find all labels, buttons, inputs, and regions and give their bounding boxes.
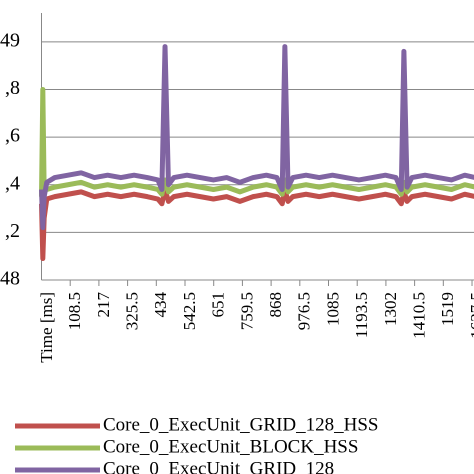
y-tick-label: ,4 <box>5 172 20 194</box>
x-tick-label: 434 <box>151 292 170 318</box>
y-tick-label: ,6 <box>5 125 20 147</box>
series-line <box>39 186 474 262</box>
x-tick-label: 1410.5 <box>410 292 429 339</box>
x-tick-label: 1627.5 <box>467 292 474 339</box>
legend-label: Core_0_ExecUnit_BLOCK_HSS <box>103 436 358 457</box>
legend-label: Core_0_ExecUnit_GRID_128_HSS <box>103 414 378 435</box>
x-tick-label: 1519 <box>438 292 457 326</box>
x-tick-label: 325.5 <box>123 292 142 330</box>
x-tick-label: 108.5 <box>65 292 84 330</box>
x-tick-label: 542.5 <box>180 292 199 330</box>
x-tick-label: 759.5 <box>237 292 256 330</box>
y-tick-label: 48 <box>0 268 20 290</box>
x-tick-label: 868 <box>266 292 285 318</box>
y-tick-label: ,8 <box>5 77 20 99</box>
y-tick-label: ,2 <box>5 220 20 242</box>
x-tick-label: 1085 <box>323 292 342 326</box>
legend-label: Core_0_ExecUnit_GRID_128 <box>103 458 334 474</box>
x-axis-label: Time [ms] <box>37 292 56 363</box>
series-line <box>39 44 474 231</box>
x-tick-label: 1193.5 <box>352 292 371 338</box>
x-tick-label: 651 <box>209 292 228 318</box>
x-tick-label: 1302 <box>381 292 400 326</box>
y-tick-label: 49 <box>0 29 20 51</box>
x-tick-label: 976.5 <box>295 292 314 330</box>
x-tick-label: 217 <box>94 292 113 318</box>
